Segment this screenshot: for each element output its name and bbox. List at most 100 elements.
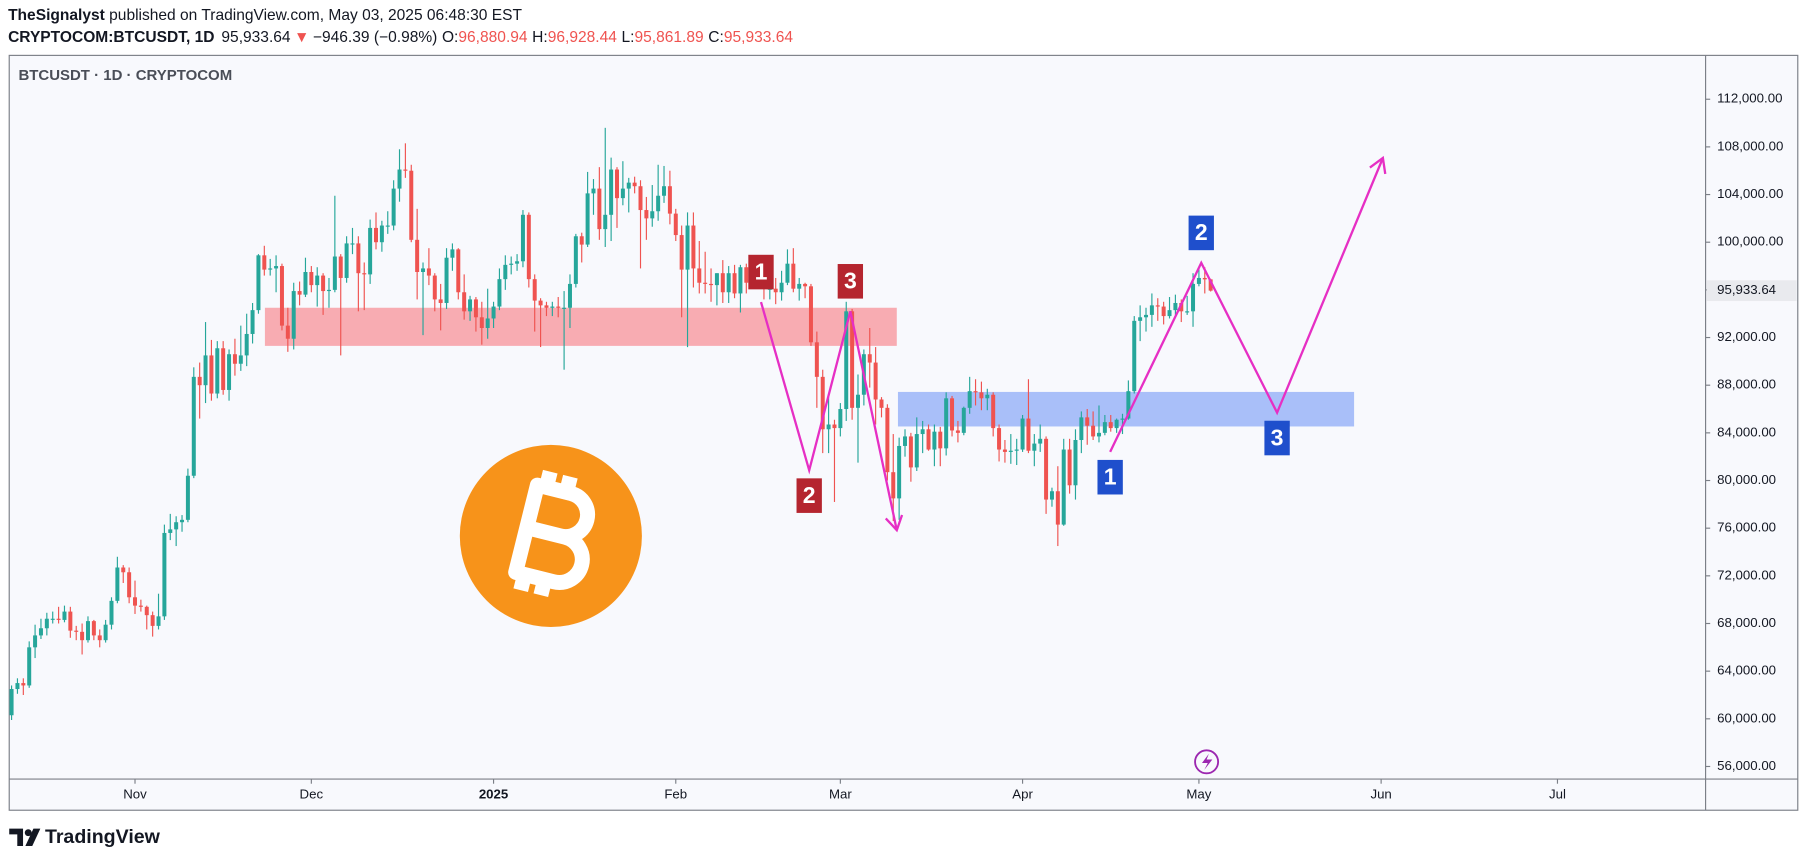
candle-body [573,236,578,284]
candle-body [209,355,214,394]
candle-body [979,392,984,399]
candle-body [356,243,361,274]
candle-body [1044,438,1049,500]
wave-label: 1 [755,258,768,284]
candle-body [250,310,255,334]
candle-body [1132,320,1137,392]
wave-label: 2 [1195,219,1208,245]
candle-body [315,275,320,286]
candle-body [556,306,561,308]
candle-body [814,342,819,377]
candle-body [855,394,860,408]
y-tick-label: 64,000.00 [1717,663,1776,678]
candle-body [191,376,196,476]
y-tick-label: 56,000.00 [1717,758,1776,773]
candle-body [656,195,661,212]
candle-body [932,431,937,450]
wave-arrowhead [1369,155,1387,175]
y-tick-label: 68,000.00 [1717,615,1776,630]
candle-body [368,227,373,275]
candle-body [1155,305,1160,307]
candle-body [297,291,302,295]
wave-label-box [1188,215,1214,251]
candle-body [897,445,902,499]
x-tick-label: Mar [829,787,852,802]
candle-body [156,616,161,626]
symbol-line: CRYPTOCOM:BTCUSDT, 1D 95,933.64 ▼ −946.39 (… [8,29,793,46]
candle-body [591,188,596,194]
candle-body [56,618,61,620]
y-tick-label: 104,000.00 [1717,186,1783,201]
logo-mark-dot [24,829,32,837]
alert-bolt [1201,753,1213,770]
candle-body [197,376,202,386]
candle-body [797,283,802,289]
candle-body [879,399,884,408]
change-arrow: ▼ [294,29,309,46]
candle-body [662,186,667,196]
candle-body [720,273,725,293]
candle-body [697,268,702,283]
wave-label: 3 [844,268,857,294]
wave-label: 3 [1271,424,1284,450]
candle-body [244,333,249,356]
candle-body [679,235,684,270]
candle-body [432,275,437,300]
candle-body [397,169,402,189]
candle-body [703,282,708,284]
candle-body [920,429,925,435]
candle-body [1191,283,1196,312]
x-tick-label: May [1186,787,1211,802]
candle-body [321,275,326,292]
field-label: L: [622,29,635,46]
candle-body [950,398,955,431]
candle-body [1096,432,1101,437]
candle-body [379,225,384,243]
x-tick-label: Jul [1549,787,1566,802]
candle-body [279,266,284,326]
candle-body [415,239,420,273]
candle-body [385,225,390,227]
field-value: 96,928.44 [548,29,618,46]
candle-body [485,318,490,329]
field-label: O: [442,29,458,46]
candle-body [838,409,843,429]
candle-body [97,635,102,641]
candle-body [326,289,331,292]
candle-body [738,267,743,294]
plot: 1 2 3 1 2 3 [9,127,1387,721]
wave-arrowhead [884,514,904,533]
candle-body [91,621,96,636]
candle-body [362,273,367,275]
candle-body [803,283,808,287]
candle-body [785,263,790,283]
candle-body [891,472,896,499]
candle-body [961,407,966,433]
candle-body [1091,425,1096,437]
candle-body [497,279,502,307]
candle-body [150,615,155,626]
candle-body [9,689,14,716]
candle-body [938,431,943,449]
candle-body [1108,422,1113,429]
field-value: 95,933.64 [724,29,794,46]
candle-body [773,288,778,293]
candle-body [309,272,314,286]
candle-body [597,188,602,230]
candle-body [832,424,837,429]
candle-body [744,267,749,283]
field-label: H: [532,29,548,46]
candle-body [579,236,584,245]
candle-body [391,188,396,226]
candle-body [667,186,672,214]
candle-body [1055,491,1060,525]
candle-body [973,391,978,393]
field-value: 96,880.94 [458,29,528,46]
candle-body [791,263,796,289]
candle-body [1008,450,1013,452]
candle-body [567,283,572,308]
candle-body [820,376,825,430]
candle-body [826,424,831,430]
candle-body [1179,302,1184,312]
candle-body [50,618,55,620]
